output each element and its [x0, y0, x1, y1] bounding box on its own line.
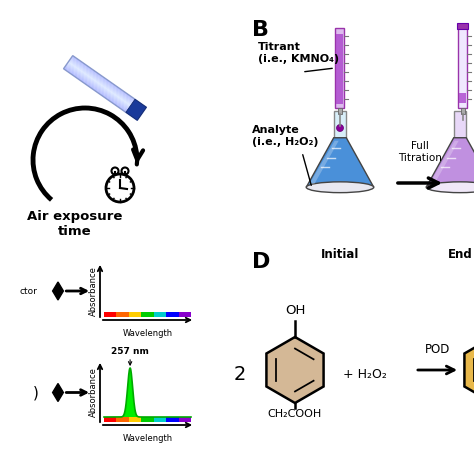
Text: ): ) [33, 385, 39, 400]
Text: CH₂COOH: CH₂COOH [268, 409, 322, 419]
Bar [154, 312, 166, 317]
Polygon shape [64, 67, 139, 119]
Polygon shape [334, 111, 346, 138]
Text: Analyte
(i.e., H₂O₂): Analyte (i.e., H₂O₂) [252, 125, 319, 146]
Polygon shape [67, 63, 141, 115]
Text: Initial: Initial [321, 248, 359, 261]
Circle shape [106, 174, 134, 202]
Text: D: D [252, 252, 270, 272]
Polygon shape [64, 68, 138, 120]
Polygon shape [70, 59, 144, 111]
Text: POD: POD [425, 343, 450, 356]
Polygon shape [66, 64, 140, 117]
Text: Wavelength: Wavelength [122, 329, 173, 338]
Polygon shape [69, 61, 143, 113]
Bar [104, 312, 117, 317]
Text: OH: OH [285, 304, 305, 317]
Polygon shape [126, 99, 146, 120]
Ellipse shape [426, 182, 474, 192]
Bar [117, 417, 129, 422]
Bar [337, 34, 344, 104]
Polygon shape [429, 141, 459, 184]
Polygon shape [72, 56, 146, 109]
Text: 257 nm: 257 nm [111, 347, 149, 356]
Polygon shape [68, 62, 142, 114]
Bar [458, 28, 467, 108]
Text: Absorbance: Absorbance [89, 266, 98, 316]
Bar [117, 312, 129, 317]
Bar [104, 417, 117, 422]
Bar [166, 312, 179, 317]
Polygon shape [465, 337, 474, 403]
Polygon shape [65, 66, 139, 118]
Polygon shape [53, 282, 64, 300]
Bar [141, 312, 154, 317]
Text: + H₂O₂: + H₂O₂ [343, 368, 387, 382]
Bar [179, 417, 191, 422]
Bar [457, 23, 468, 29]
Bar [338, 108, 342, 114]
Polygon shape [454, 111, 466, 138]
Polygon shape [309, 141, 339, 184]
Polygon shape [70, 60, 144, 112]
Polygon shape [69, 60, 143, 112]
Circle shape [337, 125, 344, 131]
Polygon shape [53, 383, 64, 401]
Text: Wavelength: Wavelength [122, 434, 173, 443]
Polygon shape [68, 62, 142, 114]
Ellipse shape [306, 182, 374, 192]
Polygon shape [306, 138, 374, 187]
Polygon shape [426, 138, 474, 187]
Polygon shape [64, 67, 138, 120]
Text: ctor: ctor [19, 286, 37, 295]
Text: Titrant
(i.e., KMNO₄): Titrant (i.e., KMNO₄) [258, 42, 339, 64]
Polygon shape [66, 65, 140, 117]
Bar [154, 417, 166, 422]
Polygon shape [67, 64, 141, 116]
Text: Absorbance: Absorbance [89, 367, 98, 418]
Polygon shape [72, 57, 146, 109]
Bar [166, 417, 179, 422]
Text: Air exposure
time: Air exposure time [27, 210, 123, 238]
Bar [179, 312, 191, 317]
Text: 2: 2 [234, 365, 246, 384]
Bar [461, 108, 465, 114]
Text: Full
Titration: Full Titration [398, 141, 442, 163]
Polygon shape [65, 65, 139, 118]
Polygon shape [72, 55, 146, 108]
Text: End: End [447, 248, 473, 261]
Bar [336, 28, 345, 108]
Bar [129, 312, 141, 317]
Text: B: B [252, 20, 269, 40]
Polygon shape [71, 58, 145, 110]
Circle shape [121, 167, 128, 174]
Bar [129, 417, 141, 422]
Bar [459, 93, 466, 103]
Polygon shape [71, 58, 145, 110]
Polygon shape [266, 337, 324, 403]
Bar [141, 417, 154, 422]
Circle shape [111, 167, 118, 174]
